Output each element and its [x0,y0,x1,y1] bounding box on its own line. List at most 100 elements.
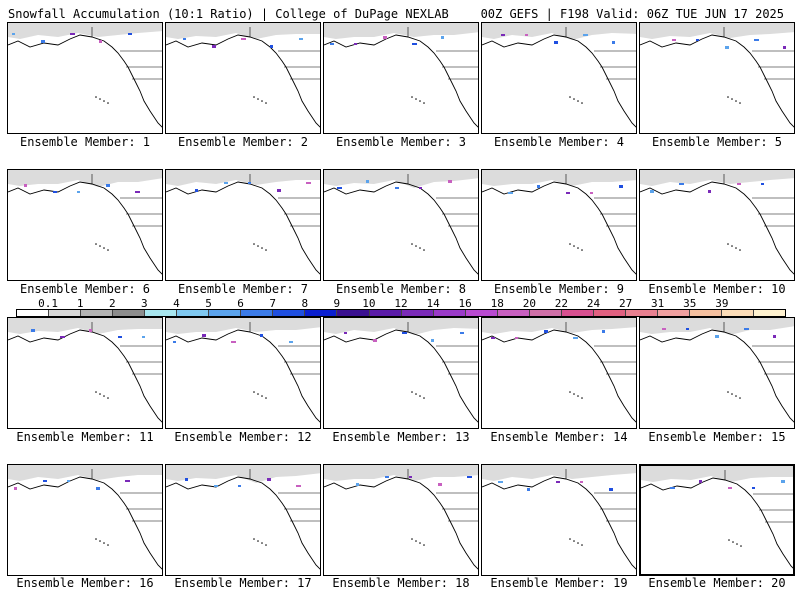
coastline [640,181,794,275]
snowfall-patch [67,480,70,482]
color-scale-swatch [81,310,114,316]
island-marker [731,245,733,247]
map-canvas [482,170,636,275]
snow-cover-area [640,23,794,39]
snow-cover-area [482,23,636,40]
map-canvas [8,318,162,423]
ensemble-member-panel [165,317,321,429]
island-marker [107,544,109,546]
color-scale-swatch [561,310,594,316]
snowfall-patch [783,46,786,49]
ensemble-member-caption: Ensemble Member: 8 [335,282,467,296]
color-scale-tick-label: 35 [683,297,697,310]
island-marker [103,395,105,397]
island-marker [739,397,741,399]
color-scale-swatch [369,310,402,316]
ensemble-member-caption: Ensemble Member: 6 [19,282,151,296]
color-scale-swatch [722,310,755,316]
island-marker [107,249,109,251]
island-marker [265,397,267,399]
snowfall-patch [556,481,560,483]
snowfall-patch [214,485,218,487]
snowfall-patch [590,192,593,194]
color-scale-tick-label: 31 [651,297,665,310]
color-scale-tick-label: 2 [108,297,116,310]
ensemble-member-panel [639,317,795,429]
island-marker [573,540,575,542]
snowfall-patch [686,328,689,330]
snowfall-patch [544,330,548,333]
island-marker [411,391,413,393]
snowfall-patch [609,488,613,491]
island-marker [573,98,575,100]
snowfall-patch [99,40,102,43]
snowfall-patch [125,480,130,482]
ensemble-member-caption: Ensemble Member: 15 [648,430,786,444]
political-borders [407,322,478,375]
color-scale-tick-label: 10 [362,297,376,310]
island-marker [419,395,421,397]
island-marker [257,540,259,542]
coastline [482,329,636,423]
map-canvas [8,23,162,128]
ensemble-member-panel [165,169,321,281]
island-marker [577,542,579,544]
color-scale-tick-label: 3 [141,297,148,310]
island-marker [727,243,729,245]
color-scale-swatch [529,310,562,316]
snowfall-patch [670,487,675,489]
color-scale-tick-label: 5 [205,297,212,310]
ensemble-member-panel [481,22,637,134]
ensemble-member-panel [7,317,163,429]
political-borders [91,469,162,522]
color-scale-tick-label: 4 [173,297,180,310]
snow-cover-area [166,318,320,334]
snowfall-patch [752,487,755,489]
snow-cover-area [482,318,636,334]
ensemble-member-panel [323,22,479,134]
ensemble-member-caption: Ensemble Member: 16 [16,576,154,590]
snowfall-patch [306,182,311,184]
ensemble-member-caption: Ensemble Member: 14 [490,430,628,444]
snowfall-patch [24,184,27,187]
island-marker [99,98,101,100]
island-marker [261,100,263,102]
color-scale-tick-label: 7 [269,297,276,310]
coastline [166,34,320,128]
color-scale-tick-label: 27 [618,297,633,310]
island-marker [581,102,583,104]
ensemble-member-caption: Ensemble Member: 2 [177,135,309,149]
snowfall-patch [773,335,776,338]
island-marker [261,395,263,397]
snowfall-patch [366,180,369,183]
island-marker [99,393,101,395]
ensemble-member-panel [639,169,795,281]
color-scale-tick-label: 9 [333,297,341,310]
map-canvas [166,23,320,128]
coastline [482,476,636,570]
snowfall-patch [491,337,495,339]
ensemble-member-caption: Ensemble Member: 12 [174,430,312,444]
color-scale-swatch [209,310,242,316]
snowfall-patch [737,183,741,185]
snowfall-patch [554,41,558,44]
island-marker [577,100,579,102]
coastline [8,181,162,275]
snowfall-patch [385,476,389,478]
color-scale-swatch [177,310,210,316]
snowfall-patch [77,191,80,193]
map-canvas [641,466,793,569]
color-scale-tick-label: 1 [76,297,84,310]
island-marker [253,96,255,98]
color-scale-swatch [689,310,723,316]
color-scale-swatch [433,310,466,316]
snow-cover-area [8,465,162,481]
island-marker [99,540,101,542]
island-marker [95,391,97,393]
snowfall-patch [715,335,719,338]
snowfall-patch [699,480,702,483]
island-marker [265,102,267,104]
island-marker [581,397,583,399]
snowfall-patch [402,332,407,334]
snowfall-patch [195,189,198,192]
